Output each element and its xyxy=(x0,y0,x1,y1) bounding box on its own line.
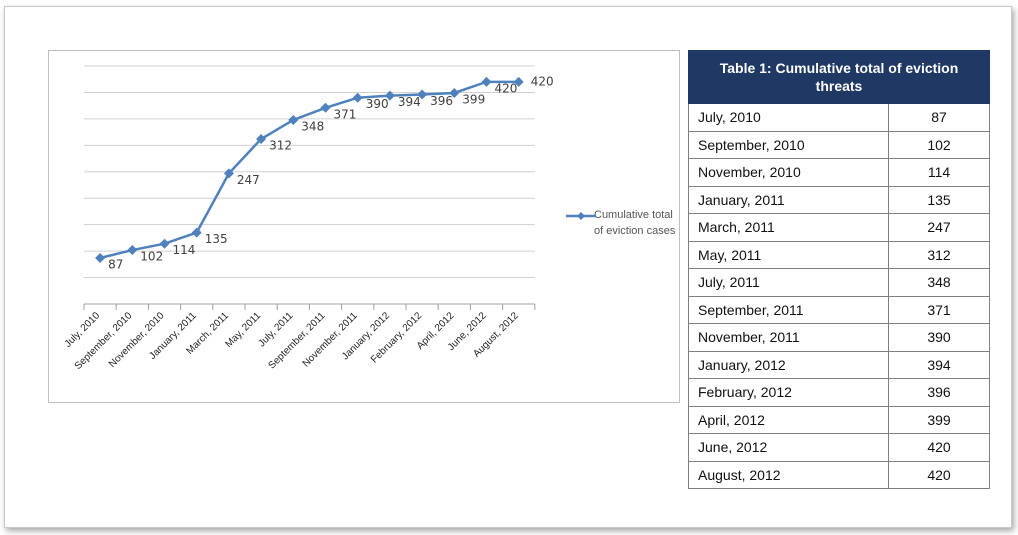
legend-swatch xyxy=(566,212,596,220)
data-label: 394 xyxy=(398,95,421,109)
table-row: November, 2011 390 xyxy=(688,323,990,352)
data-label: 399 xyxy=(462,92,485,106)
table-row: June, 2012 420 xyxy=(688,433,990,462)
data-label: 390 xyxy=(366,97,389,111)
date-cell: November, 2011 xyxy=(688,323,889,352)
chart: 87 102 114 135 247 312 348 371 390 394 396 399 420 42… xyxy=(63,65,554,372)
data-point xyxy=(320,102,331,113)
data-label: 102 xyxy=(140,250,163,264)
data-point xyxy=(223,168,234,179)
date-cell: February, 2012 xyxy=(688,378,889,407)
data-table: Table 1: Cumulative total of eviction th… xyxy=(688,50,990,489)
count-cell: 135 xyxy=(888,185,990,214)
count-cell: 312 xyxy=(888,240,990,269)
table-row: November, 2010 114 xyxy=(688,158,990,187)
data-line xyxy=(99,80,519,260)
date-cell: May, 2011 xyxy=(688,240,889,269)
table-title: Table 1: Cumulative total of eviction th… xyxy=(688,50,990,104)
data-point xyxy=(449,87,460,98)
data-point xyxy=(417,89,428,100)
date-cell: August, 2012 xyxy=(688,460,889,489)
data-point xyxy=(191,227,202,238)
count-cell: 114 xyxy=(888,158,990,187)
count-cell: 348 xyxy=(888,268,990,297)
count-cell: 420 xyxy=(888,460,990,489)
data-point xyxy=(127,245,138,256)
date-cell: March, 2011 xyxy=(688,213,889,242)
table-row: August, 2012 420 xyxy=(688,460,990,489)
x-tick-label: September, 2011 xyxy=(267,310,328,371)
data-point xyxy=(481,76,492,87)
data-label: 420 xyxy=(531,74,554,88)
count-cell: 87 xyxy=(888,103,990,132)
data-label: 420 xyxy=(495,81,518,95)
table-row: January, 2011 135 xyxy=(688,185,990,214)
table-row: May, 2011 312 xyxy=(688,240,990,269)
date-cell: January, 2012 xyxy=(688,350,889,379)
date-cell: November, 2010 xyxy=(688,158,889,187)
data-label: 396 xyxy=(430,94,453,108)
data-point xyxy=(95,252,106,263)
data-label: 135 xyxy=(205,232,228,246)
date-cell: January, 2011 xyxy=(688,185,889,214)
data-point xyxy=(256,133,267,144)
legend-label: Cumulative total of eviction cases xyxy=(594,209,676,237)
data-label: 114 xyxy=(173,243,196,257)
data-label: 312 xyxy=(269,138,292,152)
count-cell: 394 xyxy=(888,350,990,379)
data-point xyxy=(352,92,363,103)
date-cell: September, 2010 xyxy=(688,130,889,159)
table-row: April, 2012 399 xyxy=(688,405,990,434)
date-cell: June, 2012 xyxy=(688,433,889,462)
count-cell: 371 xyxy=(888,295,990,324)
data-point xyxy=(288,114,299,125)
x-tick-label: May, 2011 xyxy=(223,310,263,350)
count-cell: 399 xyxy=(888,405,990,434)
data-label: 348 xyxy=(301,119,324,133)
table-row: March, 2011 247 xyxy=(688,213,990,242)
table-row: July, 2010 87 xyxy=(688,103,990,132)
x-tick-label: September, 2010 xyxy=(73,310,135,372)
data-label: 371 xyxy=(334,107,357,121)
count-cell: 247 xyxy=(888,213,990,242)
x-tick-label: November, 2010 xyxy=(107,310,167,370)
data-label: 247 xyxy=(237,173,260,187)
date-cell: September, 2011 xyxy=(688,295,889,324)
table-row: July, 2011 348 xyxy=(688,268,990,297)
date-cell: July, 2011 xyxy=(688,268,889,297)
count-cell: 102 xyxy=(888,130,990,159)
data-point xyxy=(159,238,170,249)
legend-marker xyxy=(577,212,585,220)
table-row: September, 2010 102 xyxy=(688,130,990,159)
data-label: 87 xyxy=(108,257,123,271)
table-row: September, 2011 371 xyxy=(688,295,990,324)
data-point xyxy=(384,90,395,101)
data-point xyxy=(513,76,524,87)
date-cell: July, 2010 xyxy=(688,103,889,132)
count-cell: 390 xyxy=(888,323,990,352)
x-tick-label: November, 2011 xyxy=(301,310,360,369)
table-row: February, 2012 396 xyxy=(688,378,990,407)
count-cell: 396 xyxy=(888,378,990,407)
date-cell: April, 2012 xyxy=(688,405,889,434)
count-cell: 420 xyxy=(888,433,990,462)
legend: Cumulative total of eviction cases xyxy=(566,207,684,239)
table-row: January, 2012 394 xyxy=(688,350,990,379)
chart-box: 87 102 114 135 247 312 348 371 390 394 396 399 420 42… xyxy=(48,50,680,403)
